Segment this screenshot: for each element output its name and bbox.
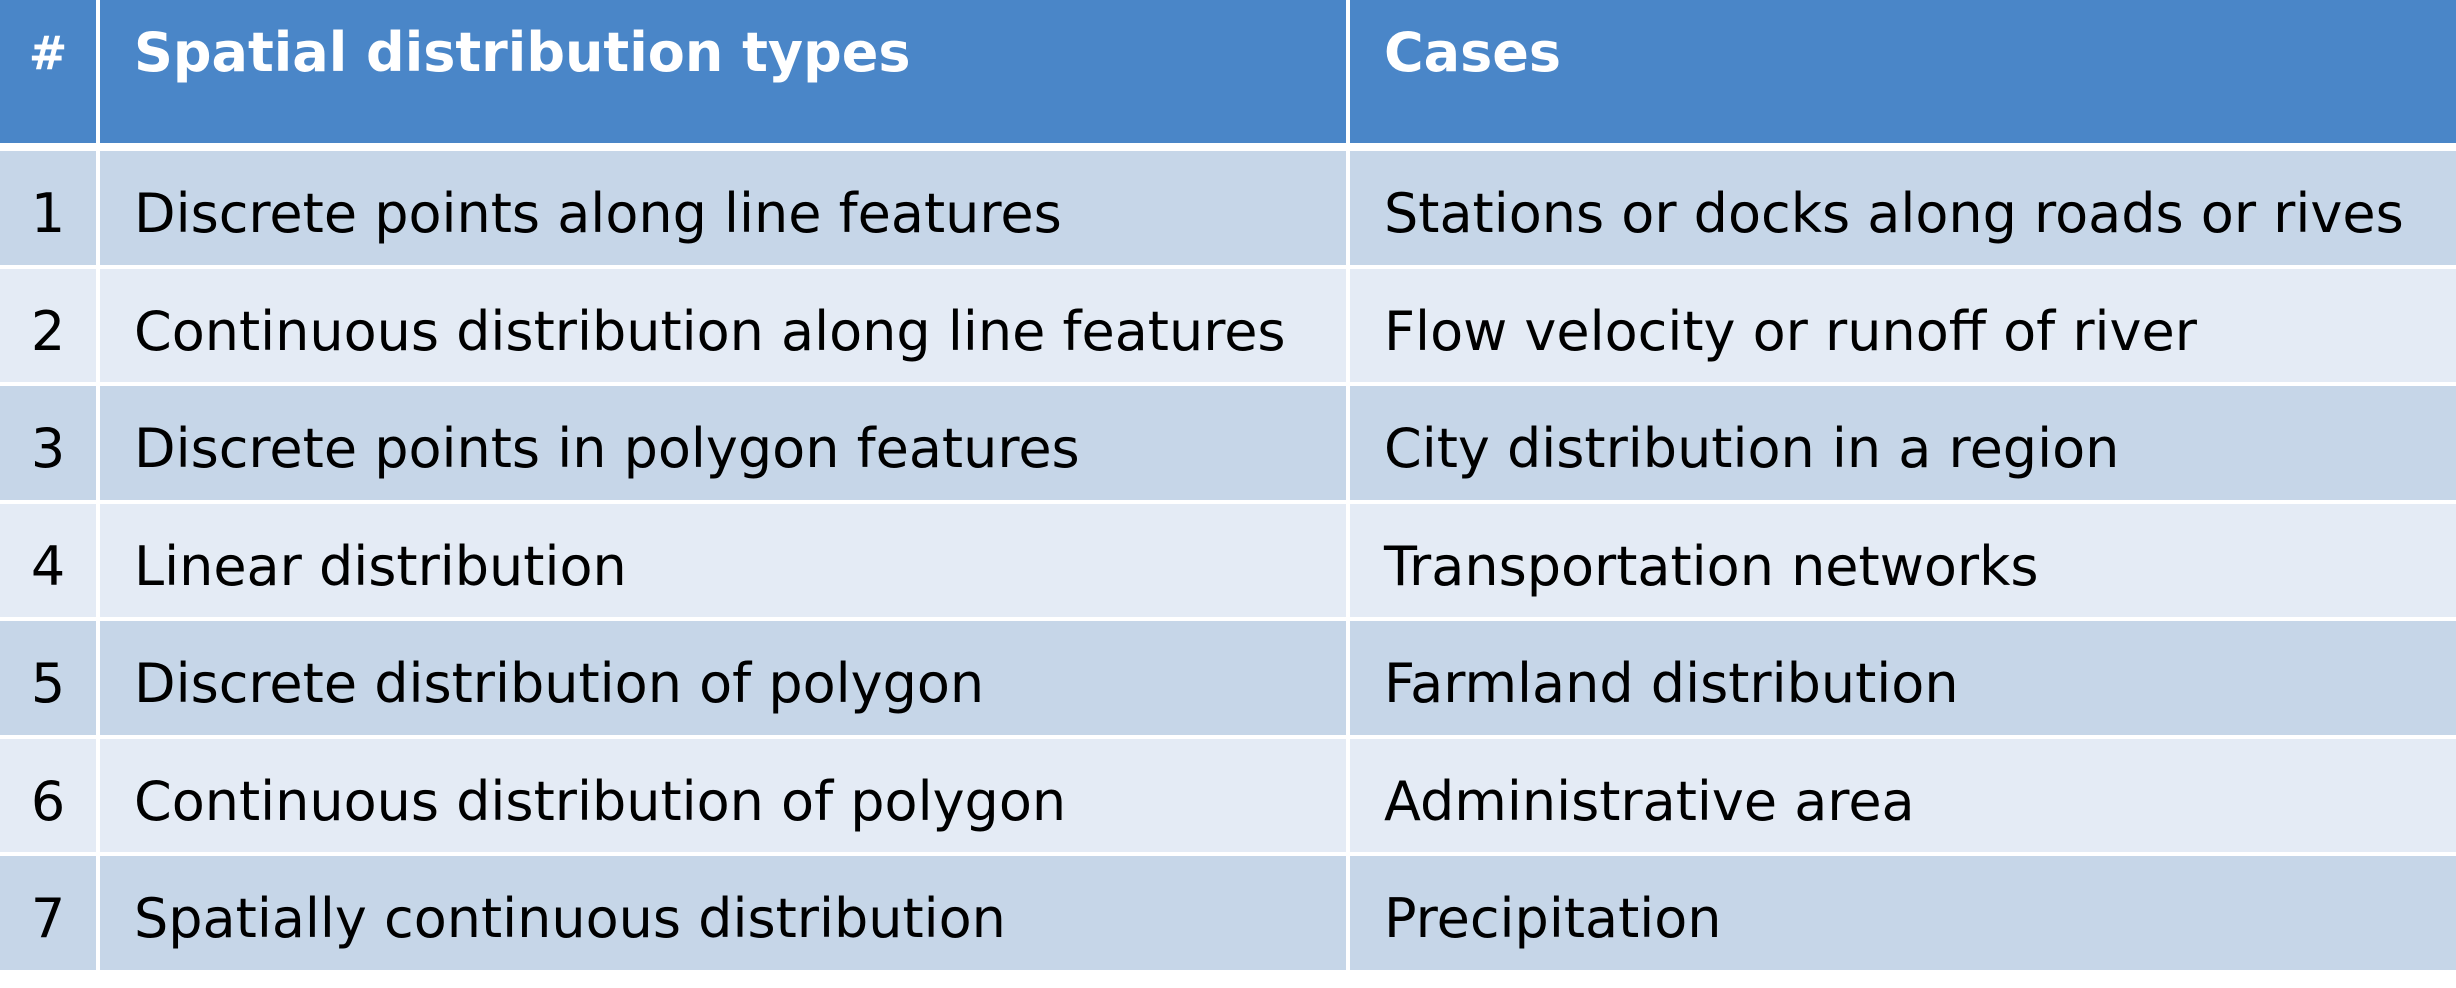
row-distribution-type: Discrete points in polygon features (100, 386, 1350, 504)
row-number: 2 (0, 268, 100, 386)
row-distribution-type: Linear distribution (100, 503, 1350, 621)
row-case: Stations or docks along roads or rives (1350, 151, 2456, 269)
row-distribution-type: Spatially continuous distribution (100, 856, 1350, 974)
row-number: 4 (0, 503, 100, 621)
row-case: City distribution in a region (1350, 386, 2456, 504)
row-distribution-type: Discrete points along line features (100, 151, 1350, 269)
row-distribution-type: Continuous distribution along line featu… (100, 268, 1350, 386)
row-number: 5 (0, 621, 100, 739)
row-number: 1 (0, 151, 100, 269)
row-case: Precipitation (1350, 856, 2456, 974)
row-case: Administrative area (1350, 738, 2456, 856)
row-case: Transportation networks (1350, 503, 2456, 621)
row-number: 6 (0, 738, 100, 856)
row-distribution-type: Continuous distribution of polygon (100, 738, 1350, 856)
header-number: # (0, 0, 100, 151)
row-case: Farmland distribution (1350, 621, 2456, 739)
row-number: 7 (0, 856, 100, 974)
header-spatial-distribution-types: Spatial distribution types (100, 0, 1350, 151)
header-cases: Cases (1350, 0, 2456, 151)
row-distribution-type: Discrete distribution of polygon (100, 621, 1350, 739)
row-number: 3 (0, 386, 100, 504)
row-case: Flow velocity or runoff of river (1350, 268, 2456, 386)
